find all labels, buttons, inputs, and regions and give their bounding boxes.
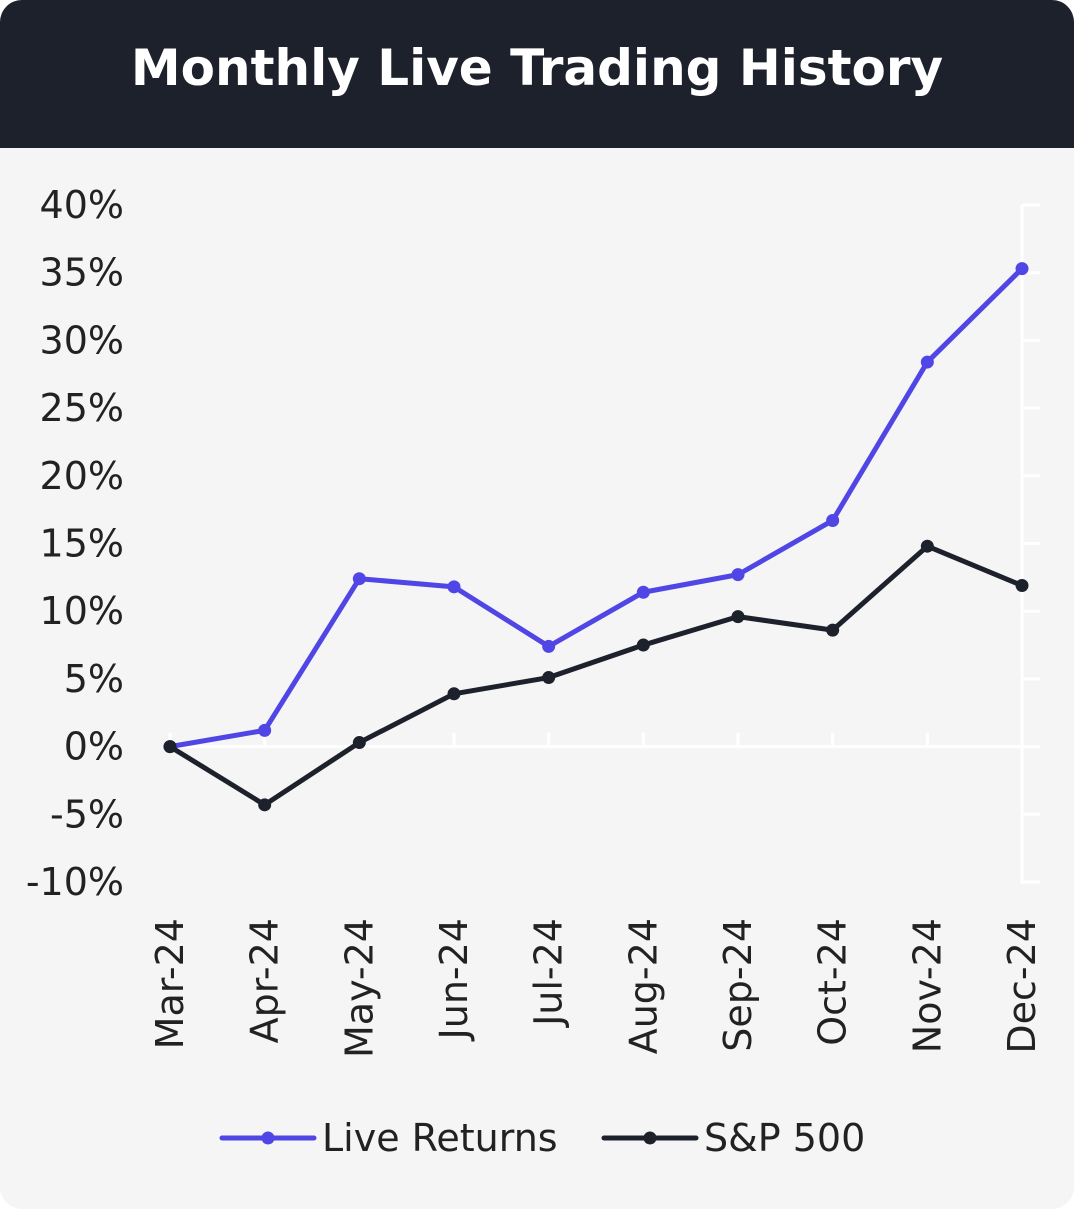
legend-label: Live Returns [322, 1116, 558, 1160]
data-point [258, 798, 272, 812]
data-point [258, 723, 272, 737]
series-line [167, 543, 1025, 808]
legend-label: S&P 500 [704, 1116, 865, 1160]
y-tick-label: -10% [26, 860, 124, 904]
data-point [920, 539, 934, 553]
data-point [826, 623, 840, 637]
legend-marker [261, 1131, 275, 1145]
data-point [636, 638, 650, 652]
data-point [352, 572, 366, 586]
data-point [1015, 262, 1029, 276]
data-point [1015, 578, 1029, 592]
y-tick-label: 20% [40, 454, 124, 498]
series-line [167, 266, 1025, 750]
y-tick-label: 35% [40, 251, 124, 295]
legend-marker [643, 1131, 657, 1145]
data-point [542, 671, 556, 685]
x-tick-label: Sep-24 [716, 918, 760, 1052]
y-tick-label: -5% [50, 792, 124, 836]
data-point [826, 513, 840, 527]
y-tick-label: 40% [40, 183, 124, 227]
y-tick-label: 15% [40, 522, 124, 566]
x-tick-label: May-24 [337, 918, 381, 1058]
x-tick-label: Nov-24 [905, 918, 949, 1053]
data-point [447, 687, 461, 701]
chart-title: Monthly Live Trading History [130, 39, 944, 97]
data-point [920, 355, 934, 369]
x-tick-label: Dec-24 [1000, 918, 1044, 1054]
y-tick-label: 10% [40, 589, 124, 633]
data-point [636, 585, 650, 599]
x-tick-label: Aug-24 [621, 918, 665, 1054]
x-tick-label: Mar-24 [148, 918, 192, 1049]
x-tick-label: Apr-24 [243, 918, 287, 1043]
data-point [731, 610, 745, 624]
data-point [542, 639, 556, 653]
data-point [352, 736, 366, 750]
y-tick-label: 30% [40, 318, 124, 362]
x-tick-label: Oct-24 [811, 918, 855, 1046]
y-tick-label: 25% [40, 386, 124, 430]
x-tick-label: Jul-24 [527, 918, 571, 1028]
y-tick-label: 5% [64, 657, 124, 701]
x-tick-label: Jun-24 [432, 918, 476, 1041]
y-tick-label: 0% [64, 725, 124, 769]
data-point [447, 580, 461, 594]
data-point [163, 740, 177, 754]
data-point [731, 568, 745, 582]
chart-header: Monthly Live Trading History [0, 0, 1074, 148]
